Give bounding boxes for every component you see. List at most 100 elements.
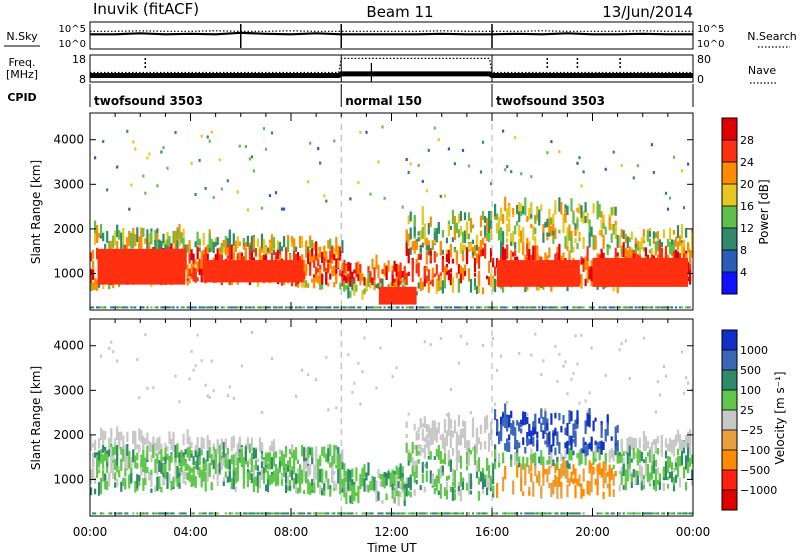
power-echo-1513 [600,229,603,237]
velocity-echo-138 [136,357,139,361]
power-echo-76 [114,230,117,246]
power-echo-705 [317,275,320,284]
power-echo-1559 [616,234,619,248]
velocity-echo-1690 [662,512,665,515]
power-echo-1027 [439,242,442,256]
power-echo-2 [90,252,93,262]
velocity-echo-365 [210,454,213,464]
power-echo-755 [333,248,336,255]
velocity-echo-1524 [608,477,611,483]
power-echo-762 [335,258,338,269]
power-echo-874 [389,306,392,309]
velocity-echo-1413 [572,423,575,438]
power-echo-1284 [524,197,527,212]
velocity-echo-1101 [471,423,475,435]
velocity-echo-516 [260,442,264,451]
velocity-echo-175 [148,475,151,481]
velocity-echo-1309 [540,408,543,419]
velocity-echo-115 [128,450,131,465]
power-echo-658 [301,306,304,309]
power-echo-859 [379,306,382,309]
power-echo-930 [409,211,412,222]
velocity-echo-1582 [628,466,631,478]
power-echo-348 [202,306,205,309]
power-echo-830 [361,273,364,281]
power-echo-677 [309,249,312,264]
velocity-echo-105 [124,512,127,515]
power-echo-1666 [650,143,653,147]
velocity-echo-118 [130,472,133,484]
velocity-echo-1201 [504,512,507,515]
velocity-echo-840 [381,500,384,504]
velocity-echo-1631 [644,457,647,463]
power-echo-683 [309,306,312,309]
power-echo-1785 [689,306,692,309]
velocity-echo-804 [359,479,362,490]
power-echo-327 [196,261,199,272]
power-echo-1739 [674,236,678,247]
power-echo-153 [140,238,143,254]
power-echo-1098 [463,230,467,243]
power-echo-972 [421,306,424,309]
velocity-echo-440 [236,469,239,482]
power-echo-803 [349,291,352,298]
power-echo-1115 [467,164,471,168]
power-echo-1603 [630,231,633,240]
power-echo-795 [347,262,350,272]
velocity-echo-1053 [455,431,458,443]
power-echo-502 [250,155,253,159]
velocity-echo-1755 [685,482,688,491]
velocity-echo-331 [200,437,203,451]
velocity-echo-776 [347,476,350,490]
power-echo-981 [425,242,428,251]
velocity-echo-734 [333,455,336,464]
power-echo-1447 [578,208,581,214]
velocity-echo-10 [92,512,95,515]
velocity-echo-33 [100,512,103,515]
power-echo-865 [383,196,386,200]
velocity-echo-1580 [628,445,631,458]
power-echo-1743 [676,225,680,238]
power-echo-1176 [490,248,493,263]
power-colorbar-swatch-7 [722,118,737,141]
velocity-echo-190 [154,485,157,493]
velocity-echo-67 [112,447,115,463]
velocity-echo-1615 [638,512,641,515]
power-echo-970 [421,281,424,290]
velocity-echo-1215 [510,423,513,430]
velocity-echo-1489 [596,481,599,496]
velocity-echo-1196 [504,443,507,451]
power-echo-1292 [526,215,529,222]
velocity-echo-25 [98,482,101,496]
power-echo-724 [323,245,326,258]
velocity-echo-1285 [532,427,535,436]
velocity-echo-1306 [538,512,541,515]
power-echo-682 [309,141,312,145]
power-echo-1557 [614,306,617,309]
power-echo-1398 [562,214,565,230]
velocity-echo-805 [359,474,362,484]
power-echo-933 [409,227,412,240]
power-echo-987 [427,223,430,235]
velocity-echo-753 [339,512,342,515]
velocity-echo-156 [142,450,145,465]
velocity-echo-1338 [548,431,551,444]
velocity-echo-1559 [620,471,623,485]
power-echo-1187 [492,261,495,266]
power-echo-845 [371,277,374,286]
velocity-echo-856 [391,469,394,484]
velocity-echo-1091 [467,440,471,449]
power-echo-341 [200,134,203,138]
velocity-echo-393 [220,438,223,451]
velocity-echo-796 [353,494,356,501]
velocity-echo-128 [134,455,137,469]
power-echo-1090 [459,306,462,309]
power-echo-183 [148,152,151,156]
velocity-echo-252 [174,445,177,458]
velocity-echo-1720 [672,512,676,515]
velocity-echo-590 [285,474,288,484]
power-colorbar-tick-label-1: 8 [740,244,747,257]
power-echo-1045 [445,249,448,254]
velocity-echo-1305 [538,456,541,464]
velocity-echo-502 [256,483,259,493]
